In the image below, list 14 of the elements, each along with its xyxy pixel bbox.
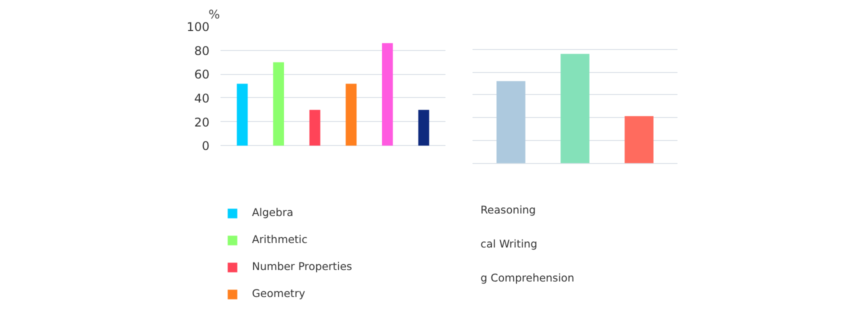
y-tick-label: 80 — [194, 44, 210, 58]
text: cal Writing — [480, 238, 538, 250]
y-tick-label: 20 — [194, 115, 210, 130]
y-tick-label: 100 — [186, 20, 210, 34]
legend-label: Algebra — [252, 206, 294, 219]
y-tick-label: 60 — [194, 68, 210, 82]
text: g Comprehension — [480, 272, 574, 284]
legend-label: Number Properties — [252, 260, 352, 273]
legend-label: Geometry — [252, 287, 306, 300]
y-tick-label: 40 — [194, 91, 210, 106]
y-tick-label: 0 — [202, 139, 210, 154]
legend-label: Arithmetic — [252, 233, 308, 246]
y-axis-title: % — [208, 8, 220, 22]
text: Reasoning — [480, 204, 536, 216]
